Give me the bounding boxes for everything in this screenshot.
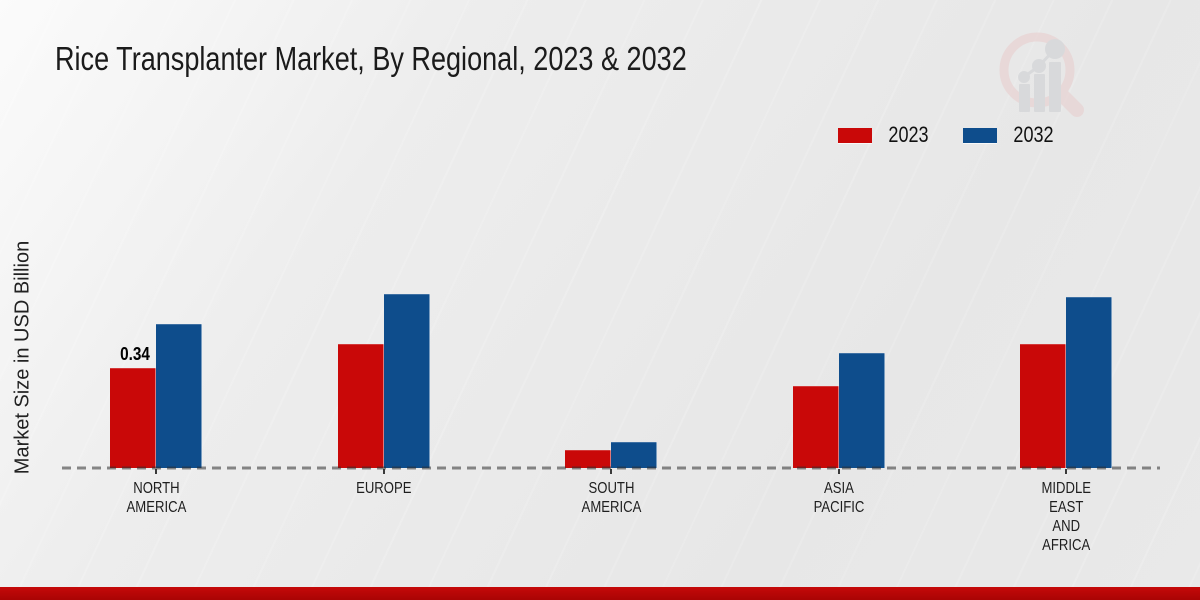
bar-2032-cat1 [383, 294, 430, 468]
chart-title: Rice Transplanter Market, By Regional, 2… [55, 40, 825, 78]
legend-swatch-2032-icon [962, 127, 997, 143]
x-axis-label-cat3: ASIA PACIFIC [813, 480, 864, 516]
x-axis-label-cat1: EUROPE [355, 480, 412, 497]
legend-item-2032: 2032 [962, 122, 1058, 148]
chart-title-text: Rice Transplanter Market, By Regional, 2… [55, 40, 687, 77]
bar-2023-cat2 [565, 450, 611, 468]
bar-2032-cat4 [1066, 297, 1112, 468]
bar-2032-cat3 [838, 353, 885, 468]
bar-2023-cat0 [110, 368, 156, 468]
x-axis-label-cat0: NORTH AMERICA [126, 480, 186, 516]
bar-2032-cat2 [611, 442, 657, 468]
x-axis-tick [1065, 469, 1067, 474]
watermark-logo-icon [999, 32, 1084, 117]
legend: 2023 2032 [838, 122, 1058, 148]
bar-2032-cat0 [156, 324, 202, 468]
legend-label-2023: 2023 [888, 122, 929, 147]
x-axis-tick [837, 469, 840, 474]
x-axis-tick [610, 469, 612, 474]
legend-label-2032: 2032 [1013, 122, 1054, 147]
x-axis-tick [382, 469, 385, 474]
x-axis-label-cat2: SOUTH AMERICA [581, 480, 641, 516]
legend-item-2023: 2023 [838, 122, 933, 148]
x-axis-label-cat4: MIDDLE EAST AND AFRICA [1041, 480, 1091, 554]
bar-value-label: 0.34 [120, 344, 150, 364]
legend-swatch-2023-icon [838, 127, 872, 143]
bar-2023-cat4 [1020, 344, 1066, 468]
x-axis-tick [155, 469, 157, 474]
footer-accent-bar [0, 587, 1200, 600]
bar-2023-cat3 [792, 386, 839, 468]
bar-2023-cat1 [337, 344, 384, 468]
